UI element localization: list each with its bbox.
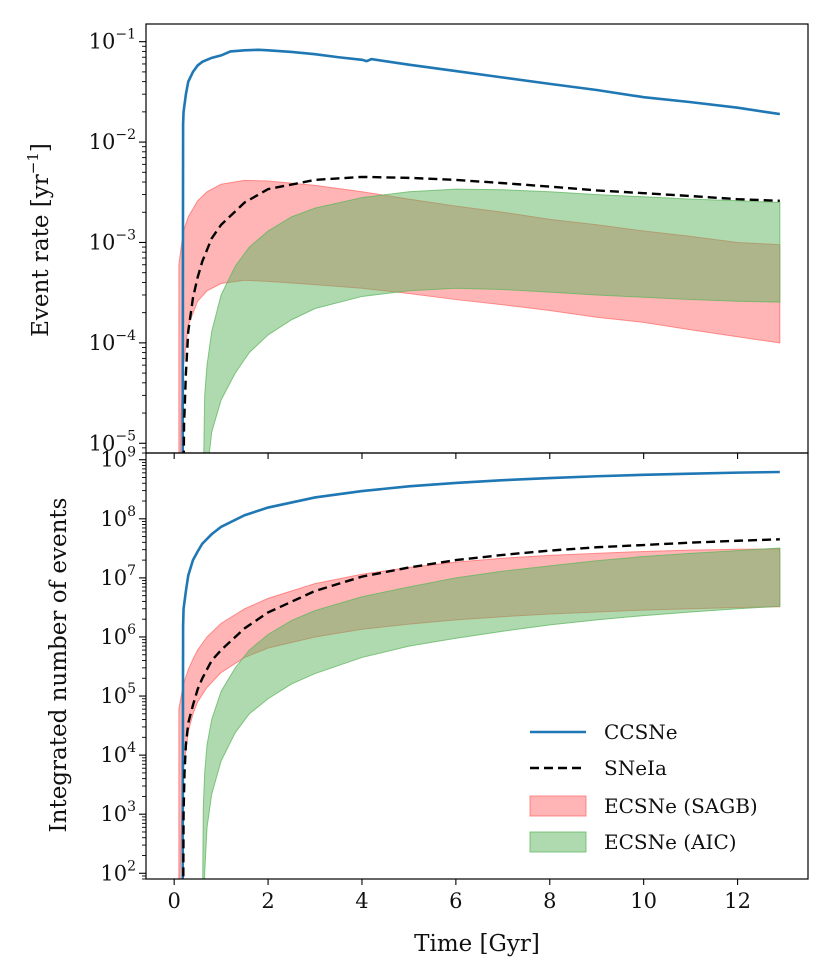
bottom-axes-frame	[145, 452, 809, 880]
x-axis-label: Time [Gyr]	[414, 931, 540, 957]
legend-swatch-ecsne-aic	[529, 831, 587, 853]
bottom-y-tick-label: 105	[100, 681, 136, 708]
top-y-tick-label: 10−2	[89, 127, 136, 154]
bottom-y-tick-label: 109	[100, 445, 136, 472]
top-panel-axes: 10−5 10−4 10−3 10−2 10−1	[89, 23, 809, 459]
top-y-tick-label: 10−5	[89, 428, 136, 455]
bottom-line-ccsne	[181, 470, 780, 879]
bottom-y-tick-label: 107	[100, 563, 136, 590]
x-tick-label: 8	[543, 889, 556, 913]
x-tick-label: 0	[167, 889, 180, 913]
x-tick-label: 10	[630, 889, 657, 913]
x-tick-label: 12	[724, 889, 751, 913]
bottom-band-ecsne-aic	[202, 547, 781, 879]
bottom-y-tick-label: 103	[100, 799, 136, 826]
top-y-axis-label-text: Event rate [yr	[28, 174, 54, 337]
top-y-tick-label: 10−3	[89, 227, 136, 254]
bottom-y-tick-label: 102	[100, 858, 136, 885]
bottom-y-axis-label: Integrated number of events	[46, 498, 72, 833]
bottom-y-tick-label: 106	[100, 622, 136, 649]
bottom-y-tick-label: 108	[100, 504, 136, 531]
x-tick-label: 4	[355, 889, 368, 913]
legend-label-ecsne-aic: ECSNe (AIC)	[604, 830, 737, 854]
x-tick-label: 2	[261, 889, 274, 913]
legend-label-ecsne-sagb: ECSNe (SAGB)	[604, 794, 758, 818]
top-y-axis-label-exponent: −1	[24, 152, 42, 174]
legend-swatch-ecsne-sagb	[529, 795, 587, 817]
top-panel	[178, 48, 781, 453]
top-y-axis-label-close: ]	[28, 143, 54, 152]
bottom-panel	[178, 470, 781, 879]
legend-label-ccsne: CCSNe	[604, 720, 678, 744]
bottom-y-tick-label: 104	[100, 740, 136, 767]
top-band-ecsne-aic	[203, 188, 781, 453]
top-y-axis-label: Event rate [yr−1]	[24, 143, 54, 337]
bottom-line-sneia	[182, 538, 780, 879]
top-y-tick-label: 10−1	[89, 27, 136, 54]
top-y-tick-label: 10−4	[89, 328, 136, 355]
legend-label-sneia: SNeIa	[604, 756, 667, 780]
x-tick-label: 6	[449, 889, 462, 913]
top-line-ccsne	[181, 48, 781, 453]
legend: CCSNe SNeIa ECSNe (SAGB) ECSNe (AIC)	[529, 720, 758, 854]
top-line-sneia	[182, 175, 780, 453]
bottom-panel-axes: 102 103 104 105 106 107 108 109 0 2 4 6 8 10 12	[100, 445, 809, 913]
